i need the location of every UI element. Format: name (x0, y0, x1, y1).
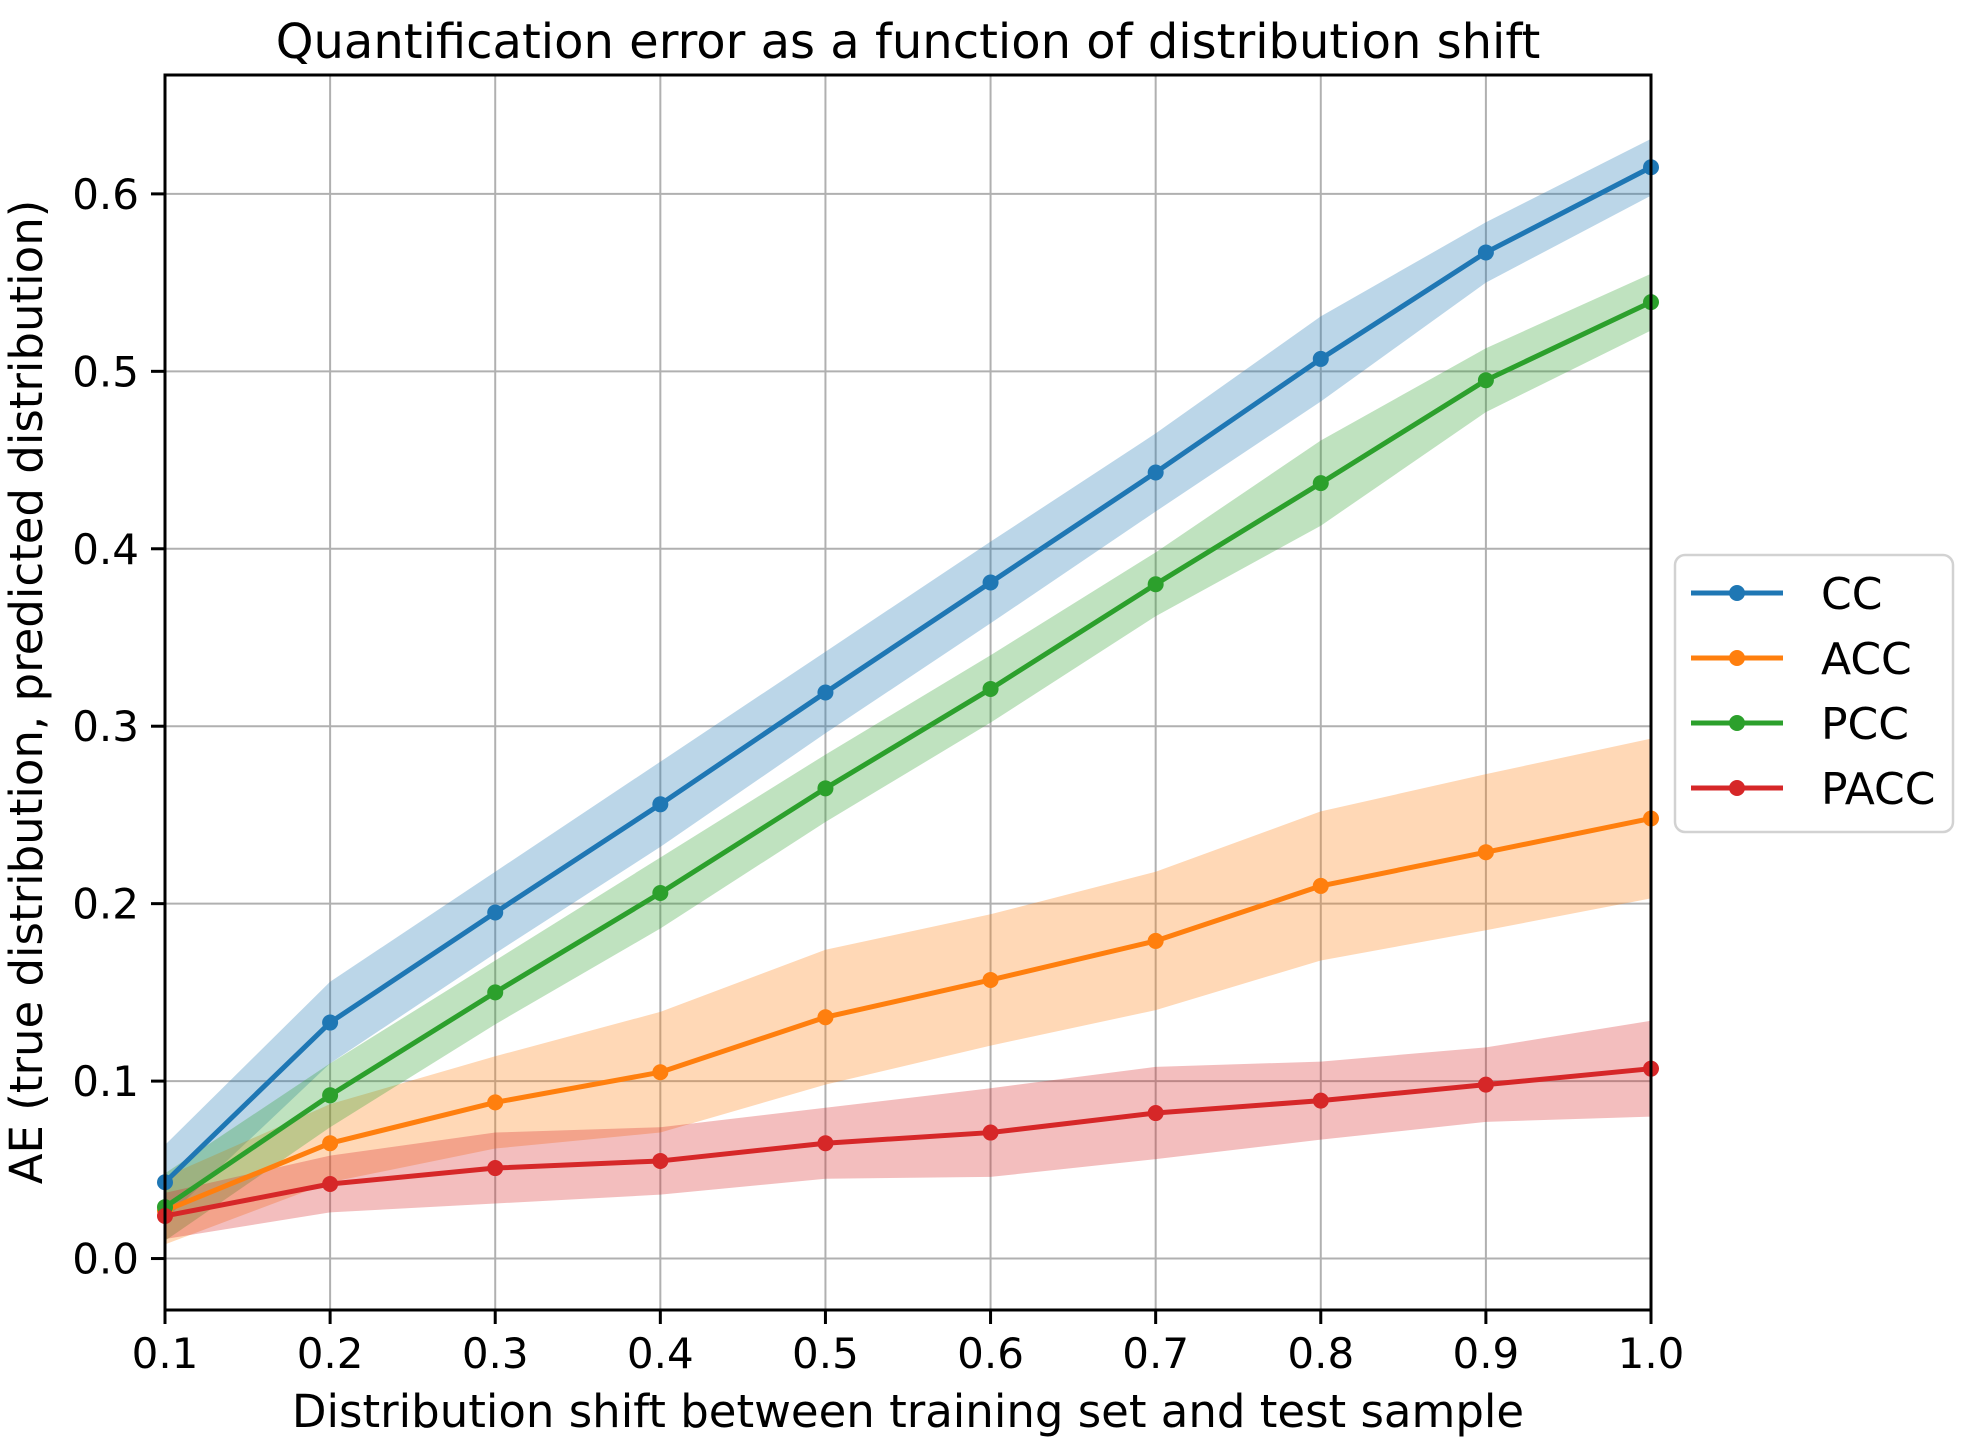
marker-pcc (487, 984, 504, 1001)
marker-acc (982, 971, 999, 988)
x-tick-label: 1.0 (1618, 1329, 1685, 1378)
legend: CC ACC PCC PACC (1673, 553, 1955, 834)
legend-box (1673, 553, 1955, 834)
marker-pcc (1477, 372, 1494, 389)
band-acc (165, 738, 1651, 1245)
marker-pacc (1477, 1076, 1494, 1093)
marker-cc (1147, 464, 1164, 481)
line-acc (162, 815, 1654, 1214)
marker-cc (322, 1014, 339, 1031)
x-tick-label: 0.1 (132, 1329, 199, 1378)
marker-cc (487, 904, 504, 921)
legend-label: CC (1821, 569, 1882, 620)
marker-acc (817, 1009, 834, 1026)
marker-cc (1312, 350, 1329, 367)
marker-cc (1477, 244, 1494, 261)
marker-pacc (652, 1152, 669, 1169)
marker-pcc (817, 780, 834, 797)
marker-pacc (817, 1135, 834, 1152)
legend-label: PACC (1821, 764, 1936, 815)
x-axis-label: Distribution shift between training set … (292, 1385, 1524, 1438)
marker-pcc (652, 885, 669, 902)
legend-marker (1729, 585, 1745, 601)
legend-item-cc: CC (1691, 569, 1882, 620)
marker-pcc (322, 1087, 339, 1104)
y-tick-label: 0.2 (72, 880, 139, 929)
y-tick-label: 0.0 (72, 1235, 139, 1284)
marker-pacc (1312, 1092, 1329, 1109)
legend-item-pcc: PCC (1691, 699, 1909, 750)
marker-cc (817, 684, 834, 701)
y-tick-label: 0.6 (72, 170, 139, 219)
legend-marker (1729, 715, 1745, 731)
y-tick-label: 0.5 (72, 347, 139, 396)
marker-acc (1312, 877, 1329, 894)
marker-pacc (322, 1176, 339, 1193)
x-tick-label: 0.5 (792, 1329, 859, 1378)
plot-border (163, 73, 1653, 1312)
marker-pacc (487, 1160, 504, 1177)
band-pcc (165, 273, 1651, 1241)
band-cc (165, 138, 1651, 1220)
x-tick-label: 0.3 (462, 1329, 529, 1378)
marker-cc (652, 796, 669, 813)
y-tick-label: 0.4 (72, 525, 139, 574)
legend-item-pacc: PACC (1691, 764, 1936, 815)
x-axis-ticks: 0.1 0.2 0.3 0.4 0.5 0.6 0.7 0.8 0.9 1.0 (132, 1310, 1685, 1378)
marker-pcc (982, 680, 999, 697)
legend-item-acc: ACC (1691, 634, 1912, 685)
marker-acc (322, 1135, 339, 1152)
y-axis-ticks: 0.0 0.1 0.2 0.3 0.4 0.5 0.6 (72, 170, 165, 1284)
marker-pacc (982, 1124, 999, 1141)
x-tick-label: 0.9 (1452, 1329, 1519, 1378)
x-tick-label: 0.6 (957, 1329, 1024, 1378)
x-tick-label: 0.7 (1122, 1329, 1189, 1378)
y-axis-label: AE (true distribution, predicted distrib… (0, 200, 53, 1185)
x-tick-label: 0.8 (1287, 1329, 1354, 1378)
marker-pcc (1312, 475, 1329, 492)
line-pacc (162, 1066, 1654, 1219)
legend-label: PCC (1821, 699, 1909, 750)
line-pcc (162, 299, 1654, 1210)
confidence-bands (165, 138, 1651, 1245)
legend-label: ACC (1821, 634, 1912, 685)
marker-acc (1477, 844, 1494, 861)
marker-cc (982, 574, 999, 591)
band-pacc (165, 1020, 1651, 1240)
y-tick-label: 0.3 (72, 702, 139, 751)
marker-acc (652, 1064, 669, 1081)
legend-marker (1729, 650, 1745, 666)
line-cc (162, 164, 1654, 1185)
marker-pcc (1147, 576, 1164, 593)
marker-acc (1147, 932, 1164, 949)
legend-marker (1729, 780, 1745, 796)
marker-pacc (1147, 1105, 1164, 1122)
x-tick-label: 0.2 (297, 1329, 364, 1378)
y-tick-label: 0.1 (72, 1057, 139, 1106)
chart-title: Quantification error as a function of di… (276, 14, 1541, 70)
x-tick-label: 0.4 (627, 1329, 694, 1378)
marker-acc (487, 1094, 504, 1111)
